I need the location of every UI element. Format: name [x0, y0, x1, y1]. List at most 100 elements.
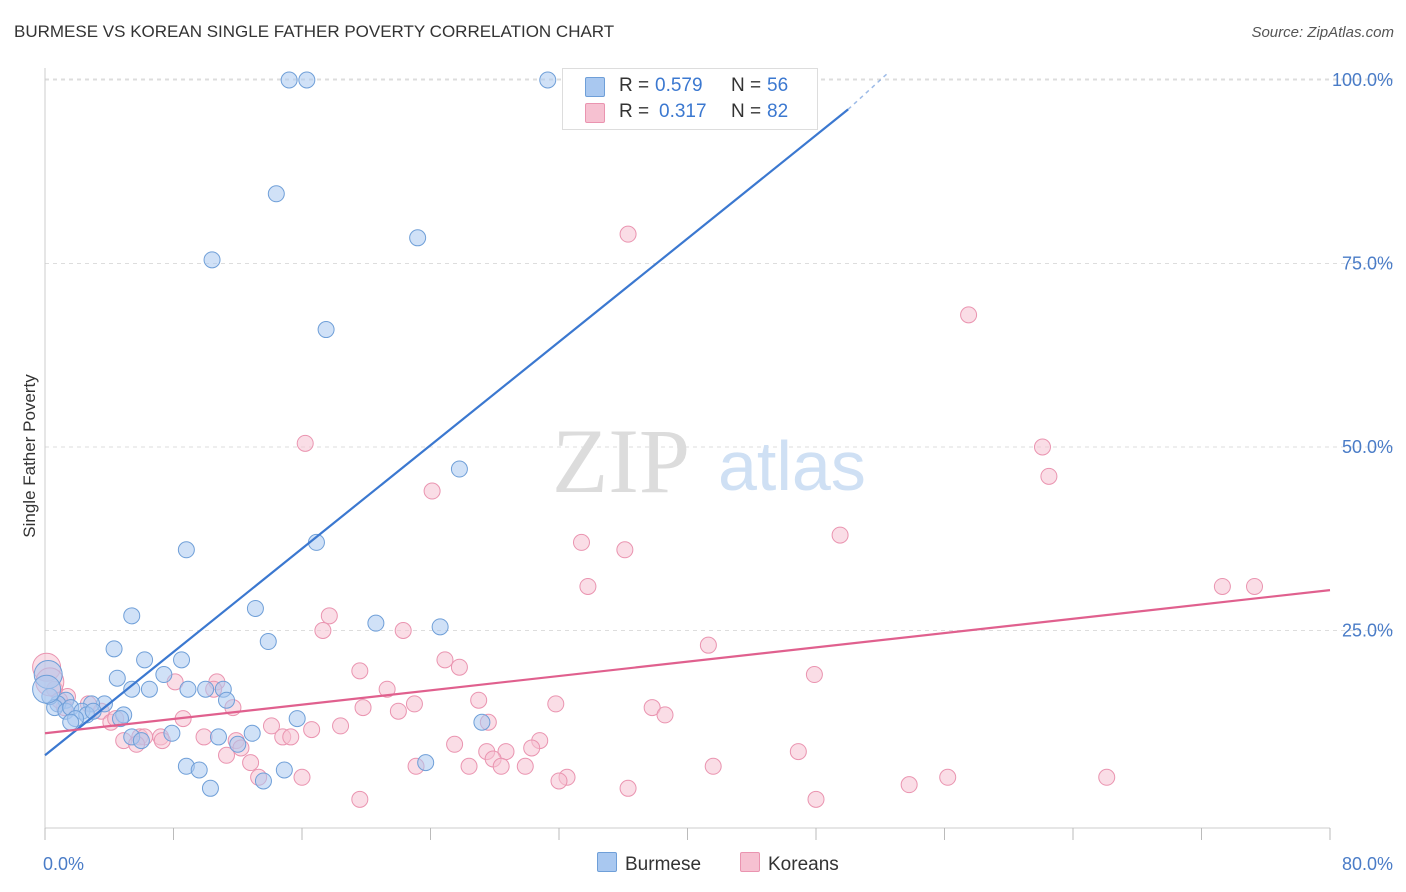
koreans-point — [516, 757, 534, 775]
koreans-point — [523, 739, 541, 757]
legend-n-label: N = — [731, 75, 762, 96]
legend-r-value: 0.579 — [655, 75, 703, 96]
koreans-point — [320, 607, 338, 625]
burmese-point — [132, 732, 150, 750]
burmese-point — [140, 680, 158, 698]
burmese-point — [473, 713, 491, 731]
koreans-point — [616, 541, 634, 559]
burmese-trend-line — [44, 108, 849, 757]
burmese-point — [123, 607, 141, 625]
koreans-point — [446, 735, 464, 753]
burmese-point — [179, 680, 197, 698]
trend-layer — [44, 72, 1331, 757]
burmese-point — [218, 691, 236, 709]
koreans-point — [314, 622, 332, 639]
koreans-point — [939, 768, 957, 786]
koreans-point — [805, 666, 823, 684]
burmese-legend-swatch — [597, 852, 617, 872]
koreans-point — [900, 776, 918, 794]
koreans-point — [460, 757, 478, 775]
koreans-point — [619, 225, 637, 243]
koreans-point — [394, 622, 412, 639]
koreans-point — [1040, 467, 1058, 485]
legend-r-label: R = — [619, 101, 650, 122]
burmese-point — [243, 724, 261, 742]
koreans-point — [1246, 577, 1264, 595]
koreans-point — [351, 662, 369, 680]
burmese-point — [254, 772, 272, 790]
burmese-point — [450, 460, 468, 478]
koreans-point — [262, 717, 280, 735]
y-tick-label: 75.0% — [1342, 254, 1393, 274]
points-layer — [32, 71, 1264, 808]
burmese-point — [203, 251, 221, 269]
burmese-point — [209, 728, 227, 746]
legend-n-value: 56 — [767, 75, 789, 96]
gridlines — [45, 78, 1395, 631]
koreans-point — [332, 717, 350, 735]
bottom-legend-burmese: Burmese — [597, 852, 701, 876]
burmese-trend-extension — [847, 72, 889, 110]
koreans-point — [354, 699, 372, 717]
koreans-point — [378, 680, 396, 698]
koreans-point — [572, 533, 590, 551]
burmese-point — [431, 618, 449, 636]
koreans-point — [643, 699, 661, 717]
koreans-point — [831, 526, 849, 544]
source-credit: Source: ZipAtlas.com — [1251, 24, 1394, 41]
koreans-point — [547, 695, 565, 713]
burmese-point — [136, 651, 154, 669]
koreans-point — [450, 658, 468, 676]
koreans-point — [1098, 768, 1116, 786]
koreans-point — [550, 772, 568, 790]
koreans-point — [492, 757, 510, 775]
koreans-point — [405, 695, 423, 713]
koreans-point — [242, 754, 260, 772]
koreans-point — [619, 779, 637, 797]
koreans-point — [1213, 577, 1231, 595]
koreans-point — [389, 702, 407, 720]
koreans-point — [296, 434, 314, 452]
burmese-point — [105, 640, 123, 658]
koreans-point — [807, 790, 825, 808]
burmese-point — [275, 761, 293, 779]
koreans-point — [218, 746, 236, 764]
y-tick-labels: 100.0% 75.0% 50.0% 25.0% — [1332, 70, 1393, 641]
correlation-legend: R = 0.579 N = 56 R = 0.317 N = 82 — [562, 68, 818, 130]
burmese-point — [298, 71, 316, 89]
koreans-legend-label: Koreans — [768, 854, 839, 875]
y-tick-label: 25.0% — [1342, 621, 1393, 641]
koreans-point — [656, 706, 674, 724]
koreans-point — [293, 768, 311, 786]
chart-title: BURMESE VS KOREAN SINGLE FATHER POVERTY … — [14, 22, 615, 41]
legend-n-value: 82 — [767, 101, 789, 122]
koreans-point — [960, 306, 978, 324]
burmese-point — [409, 229, 427, 247]
burmese-point — [173, 651, 191, 669]
x-tick-label-min: 0.0% — [43, 854, 84, 874]
x-tick-marks — [44, 828, 1331, 840]
y-tick-label: 100.0% — [1332, 70, 1393, 90]
burmese-point — [259, 633, 277, 651]
burmese-swatch — [585, 77, 605, 97]
koreans-trend-line — [44, 589, 1331, 735]
burmese-point — [201, 779, 219, 797]
burmese-point — [62, 713, 80, 731]
legend-n-label: N = — [731, 101, 762, 122]
burmese-point — [190, 761, 208, 779]
burmese-point — [288, 710, 306, 728]
burmese-point — [111, 710, 129, 728]
koreans-point — [470, 691, 488, 709]
koreans-point — [704, 757, 722, 775]
bottom-legend-koreans: Koreans — [740, 852, 839, 876]
koreans-point — [195, 728, 213, 746]
burmese-point — [246, 599, 264, 617]
legend-r-value: 0.317 — [659, 101, 707, 122]
burmese-point — [367, 614, 385, 632]
burmese-legend-label: Burmese — [625, 854, 702, 875]
burmese-point — [32, 674, 62, 704]
koreans-point — [789, 743, 807, 761]
watermark-zip: ZIP — [552, 410, 690, 512]
burmese-point — [267, 185, 285, 203]
